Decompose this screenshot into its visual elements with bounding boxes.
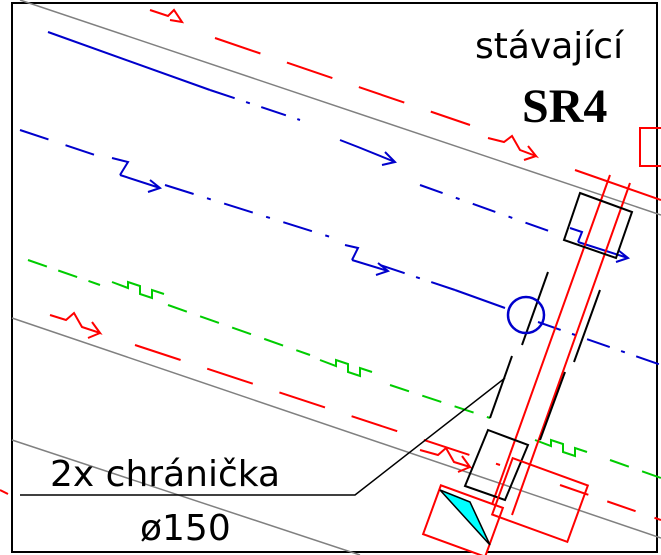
label-protector: 2x chránička xyxy=(50,454,280,495)
green-utility-lines xyxy=(27,259,661,479)
manhole-circle-icon xyxy=(506,295,546,335)
label-sr4: SR4 xyxy=(522,80,607,133)
red-utility-lines xyxy=(134,37,661,521)
flow-arrow-red-icon xyxy=(49,8,540,473)
drawing-frame xyxy=(11,2,658,553)
label-leader-line xyxy=(20,377,506,496)
label-diameter: ø150 xyxy=(140,508,231,549)
green-utility-symbol-icon xyxy=(111,280,588,458)
protector-sleeves xyxy=(463,191,634,502)
red-conduit xyxy=(489,127,661,516)
cyan-structure xyxy=(421,456,590,555)
road-edge-lines xyxy=(11,0,661,555)
flow-arrow-blue-icon xyxy=(111,139,631,276)
red-edge-mark xyxy=(0,489,9,495)
label-existing: stávající xyxy=(475,26,624,67)
blue-utility-lines xyxy=(19,31,661,366)
